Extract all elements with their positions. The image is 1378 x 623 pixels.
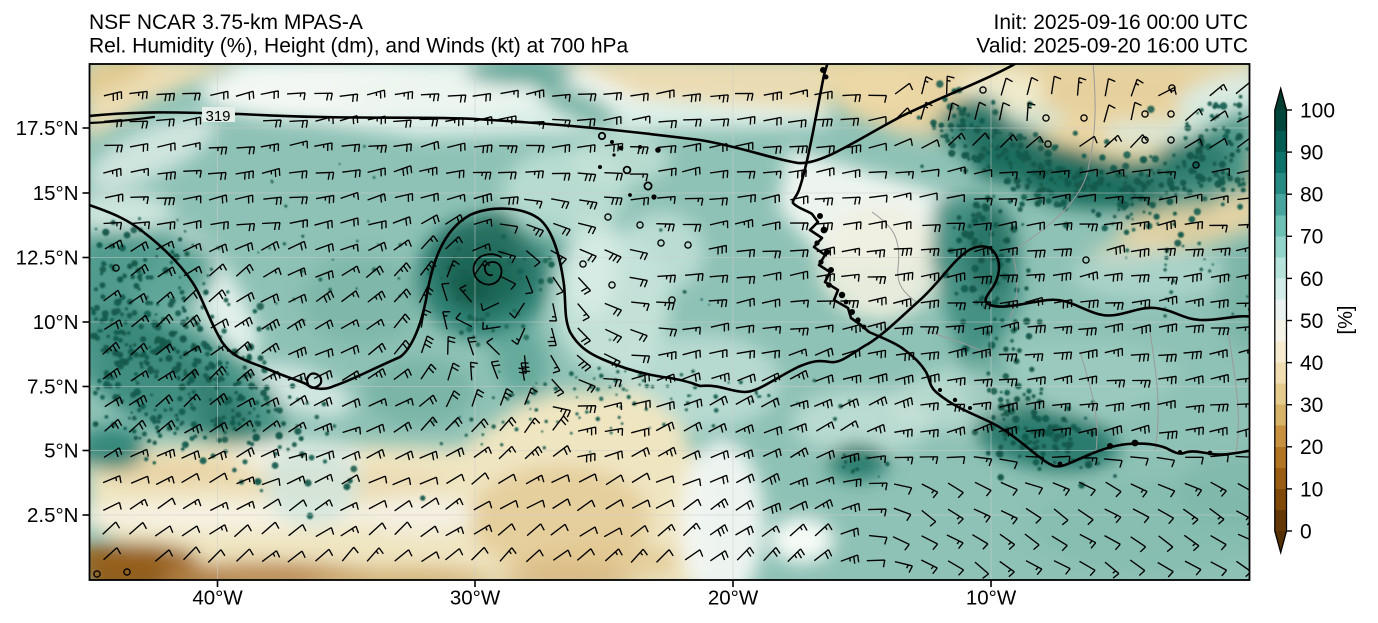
svg-text:20°W: 20°W (708, 587, 759, 610)
svg-text:12.5°N: 12.5°N (16, 247, 79, 270)
svg-text:NSF NCAR 3.75-km MPAS-A: NSF NCAR 3.75-km MPAS-A (89, 11, 363, 34)
svg-text:100: 100 (1300, 99, 1335, 122)
svg-text:10°W: 10°W (966, 587, 1017, 610)
svg-text:319: 319 (205, 108, 230, 125)
svg-text:90: 90 (1300, 142, 1323, 165)
svg-text:Valid: 2025-09-20 16:00 UTC: Valid: 2025-09-20 16:00 UTC (976, 35, 1248, 58)
svg-text:0: 0 (1300, 520, 1312, 543)
svg-text:7.5°N: 7.5°N (27, 376, 79, 399)
svg-text:Rel. Humidity (%), Height (dm): Rel. Humidity (%), Height (dm), and Wind… (89, 35, 629, 58)
svg-text:2.5°N: 2.5°N (27, 504, 79, 527)
svg-text:Init: 2025-09-16 00:00 UTC: Init: 2025-09-16 00:00 UTC (994, 11, 1248, 34)
svg-text:15°N: 15°N (33, 182, 79, 205)
svg-text:80: 80 (1300, 184, 1323, 207)
svg-text:10: 10 (1300, 478, 1323, 501)
svg-text:20: 20 (1300, 436, 1323, 459)
svg-text:17.5°N: 17.5°N (16, 117, 79, 140)
svg-text:50: 50 (1300, 310, 1323, 333)
svg-text:70: 70 (1300, 226, 1323, 249)
svg-text:[%]: [%] (1335, 306, 1357, 335)
svg-text:10°N: 10°N (33, 311, 79, 334)
svg-text:40: 40 (1300, 352, 1323, 375)
svg-text:40°W: 40°W (192, 587, 243, 610)
svg-text:60: 60 (1300, 268, 1323, 291)
svg-text:30°W: 30°W (450, 587, 501, 610)
svg-text:30: 30 (1300, 394, 1323, 417)
svg-text:5°N: 5°N (44, 440, 78, 463)
